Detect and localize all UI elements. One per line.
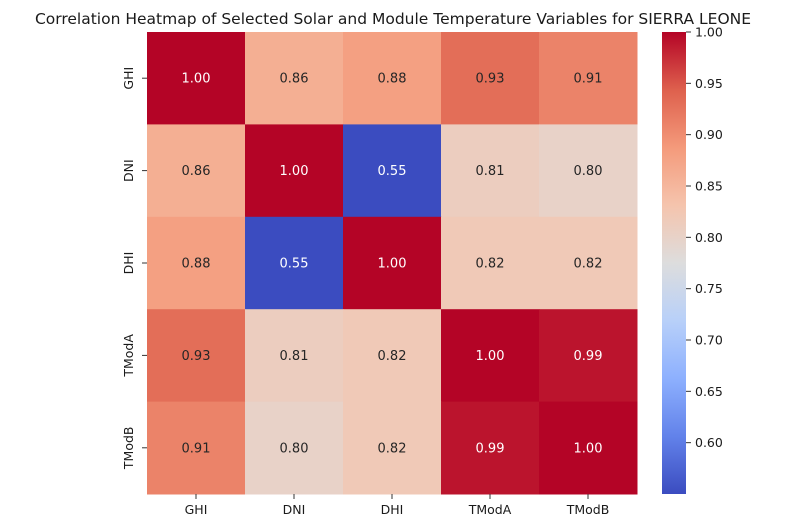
chart-title: Correlation Heatmap of Selected Solar an… xyxy=(35,10,751,28)
heatmap-cell xyxy=(343,32,442,125)
y-axis: GHI DNI DHI TModA TModB xyxy=(121,67,147,470)
cell-value-label: 1.00 xyxy=(378,257,407,272)
heatmap-cell xyxy=(147,309,246,403)
heatmap-cell xyxy=(147,32,246,125)
cell-value-label: 1.00 xyxy=(280,164,309,179)
heatmap-cell xyxy=(539,309,638,403)
cell-value-label: 0.93 xyxy=(182,349,211,364)
heatmap-cell xyxy=(343,216,442,310)
heatmap-cell xyxy=(441,124,540,218)
heatmap-cell xyxy=(245,309,344,403)
colorbar: 0.60 0.65 0.70 0.75 0.80 0.85 0.90 0.95 1.00 xyxy=(662,25,723,494)
cell-value-label: 0.88 xyxy=(182,257,211,272)
heatmap-cell xyxy=(441,32,540,125)
heatmap-cell xyxy=(245,401,344,495)
cell-value-label: 0.82 xyxy=(574,257,603,272)
colorbar-gradient xyxy=(662,32,686,494)
y-tick-label: TModA xyxy=(121,334,136,378)
cell-value-label: 0.86 xyxy=(182,164,211,179)
heatmap-cell xyxy=(441,401,540,495)
y-tick-label: TModB xyxy=(121,427,136,471)
y-tick-label: DNI xyxy=(121,159,136,182)
cell-value-label: 0.55 xyxy=(378,164,407,179)
heatmap-cell xyxy=(539,124,638,218)
cell-value-label: 1.00 xyxy=(574,441,603,456)
cell-value-label: 0.81 xyxy=(280,349,309,364)
colorbar-tick-label: 0.85 xyxy=(695,179,723,194)
heatmap-cell xyxy=(245,32,344,125)
heatmap-cell xyxy=(245,216,344,310)
heatmap-cell xyxy=(147,216,246,310)
cell-value-label: 0.91 xyxy=(574,72,603,87)
cell-value-label: 0.80 xyxy=(280,441,309,456)
heatmap-cell xyxy=(441,216,540,310)
x-axis: GHI DNI DHI TModA TModB xyxy=(185,494,610,517)
heatmap-cell xyxy=(343,401,442,495)
colorbar-tick-label: 0.70 xyxy=(695,333,723,348)
heatmap-cell xyxy=(343,124,442,218)
cell-value-label: 0.82 xyxy=(378,349,407,364)
cell-value-label: 0.99 xyxy=(574,349,603,364)
colorbar-tick-label: 1.00 xyxy=(695,25,723,40)
cell-value-label: 0.99 xyxy=(476,441,505,456)
heatmap-cell xyxy=(147,124,246,218)
colorbar-tick-label: 0.65 xyxy=(695,384,723,399)
heatmap-cell xyxy=(147,401,246,495)
heatmap-cells: 1.00 0.86 0.88 0.93 0.91 0.86 1.00 0.55 0.81 0.80… xyxy=(147,32,638,495)
colorbar-tick-label: 0.90 xyxy=(695,127,723,142)
x-tick-label: TModA xyxy=(468,502,512,517)
x-tick-label: DNI xyxy=(283,502,306,517)
heatmap-cell xyxy=(539,32,638,125)
x-tick-label: TModB xyxy=(566,502,610,517)
cell-value-label: 0.91 xyxy=(182,441,211,456)
cell-value-label: 1.00 xyxy=(182,72,211,87)
heatmap-cell xyxy=(245,124,344,218)
heatmap-cell xyxy=(539,401,638,495)
cell-value-label: 0.81 xyxy=(476,164,505,179)
cell-value-label: 0.55 xyxy=(280,257,309,272)
cell-value-label: 0.88 xyxy=(378,72,407,87)
cell-value-label: 0.86 xyxy=(280,72,309,87)
cell-value-label: 0.93 xyxy=(476,72,505,87)
heatmap-cell xyxy=(441,309,540,403)
colorbar-tick-label: 0.75 xyxy=(695,281,723,296)
heatmap-cell xyxy=(343,309,442,403)
cell-value-label: 0.82 xyxy=(476,257,505,272)
x-tick-label: DHI xyxy=(381,502,404,517)
cell-value-label: 0.80 xyxy=(574,164,603,179)
x-tick-label: GHI xyxy=(185,502,208,517)
heatmap-cell xyxy=(539,216,638,310)
y-tick-label: DHI xyxy=(121,252,136,275)
colorbar-tick-label: 0.95 xyxy=(695,76,723,91)
cell-value-label: 0.82 xyxy=(378,441,407,456)
y-tick-label: GHI xyxy=(121,67,136,90)
cell-value-label: 1.00 xyxy=(476,349,505,364)
colorbar-tick-label: 0.80 xyxy=(695,230,723,245)
colorbar-tick-label: 0.60 xyxy=(695,435,723,450)
